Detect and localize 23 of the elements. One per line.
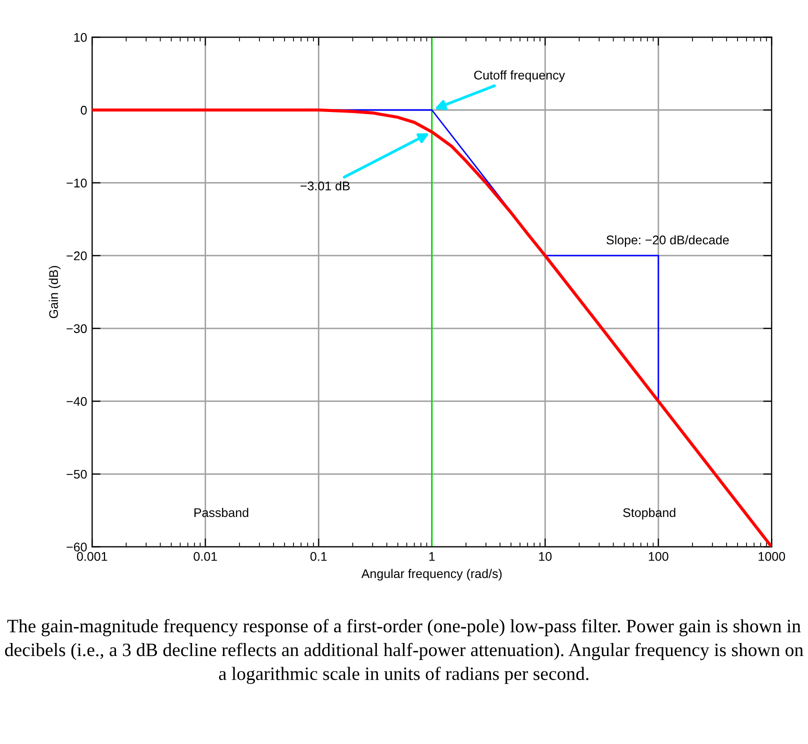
y-tick-label: −10: [66, 178, 87, 188]
annotation: −3.01 dB: [300, 181, 350, 190]
y-tick-label: 10: [74, 33, 87, 42]
x-tick-label: 0.1: [310, 552, 327, 561]
x-tick-label: 1000: [758, 552, 786, 561]
y-tick-label: −60: [66, 542, 87, 552]
y-tick-label: −30: [66, 324, 87, 334]
y-tick-label: −40: [66, 397, 87, 406]
y-axis-title: Gain (dB): [48, 266, 60, 318]
x-tick-label: 1: [429, 552, 435, 561]
x-tick-label: 0.001: [76, 552, 108, 561]
y-tick-label: −20: [66, 251, 87, 260]
annotation: Slope: −20 dB/decade: [606, 235, 729, 247]
annotation: Stopband: [623, 508, 676, 520]
annotation: Cutoff frequency: [474, 70, 566, 82]
text: The gain-magnitude frequency response of a first-order (one-pole) low-pass filter. Power gain is shown in decibels (i.e., a 3 dB decline reflects an additional half-power attenuation). Angular frequency is shown on a logarithmic scale in units of radians per second.: [5, 619, 804, 684]
x-tick-label: 100: [648, 552, 668, 561]
x-axis-title: Angular frequency (rad/s): [361, 568, 502, 581]
y-tick-label: −50: [66, 470, 87, 479]
x-tick-label: 10: [539, 552, 552, 561]
annotation: Passband: [194, 508, 248, 518]
y-tick-label: 0: [80, 106, 87, 115]
x-tick-label: 0.01: [194, 552, 217, 561]
